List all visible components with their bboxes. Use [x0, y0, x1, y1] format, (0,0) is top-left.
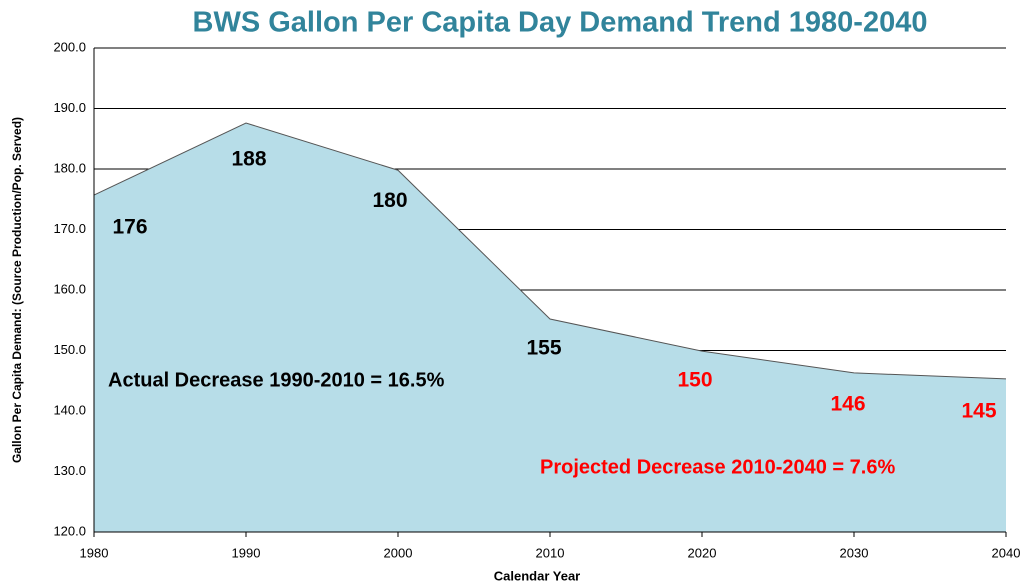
y-tick-label: 180.0: [53, 160, 86, 175]
annotation: Projected Decrease 2010-2040 = 7.6%: [540, 456, 895, 478]
data-label: 188: [231, 148, 266, 171]
data-label: 176: [112, 216, 147, 239]
y-tick-label: 150.0: [53, 342, 86, 357]
data-label: 146: [830, 392, 865, 415]
data-label: 155: [526, 337, 561, 360]
area-outline: [93, 122, 1007, 380]
data-label: 150: [677, 369, 712, 392]
x-tick-label: 2030: [840, 545, 869, 560]
x-tick-label: 1980: [80, 545, 109, 560]
y-tick-label: 140.0: [53, 402, 86, 417]
x-tick-label: 2010: [536, 545, 565, 560]
area: [94, 123, 1006, 533]
x-tick-label: 2000: [384, 545, 413, 560]
y-tick-label: 200.0: [53, 39, 86, 54]
x-tick-label: 1990: [232, 545, 261, 560]
x-axis-title: Calendar Year: [494, 568, 580, 583]
annotation: Actual Decrease 1990-2010 = 16.5%: [108, 369, 445, 391]
y-tick-label: 160.0: [53, 281, 86, 296]
data-label: 180: [372, 189, 407, 212]
y-tick-label: 130.0: [53, 463, 86, 478]
y-tick-label: 190.0: [53, 100, 86, 115]
y-tick-label: 170.0: [53, 221, 86, 236]
chart-title: BWS Gallon Per Capita Day Demand Trend 1…: [193, 7, 928, 39]
y-tick-label: 120.0: [53, 523, 86, 538]
x-tick-label: 2040: [992, 545, 1021, 560]
x-tick-label: 2020: [688, 545, 717, 560]
y-axis-title: Gallon Per Capita Demand: (Source Produc…: [10, 117, 24, 463]
data-label: 145: [961, 399, 996, 422]
